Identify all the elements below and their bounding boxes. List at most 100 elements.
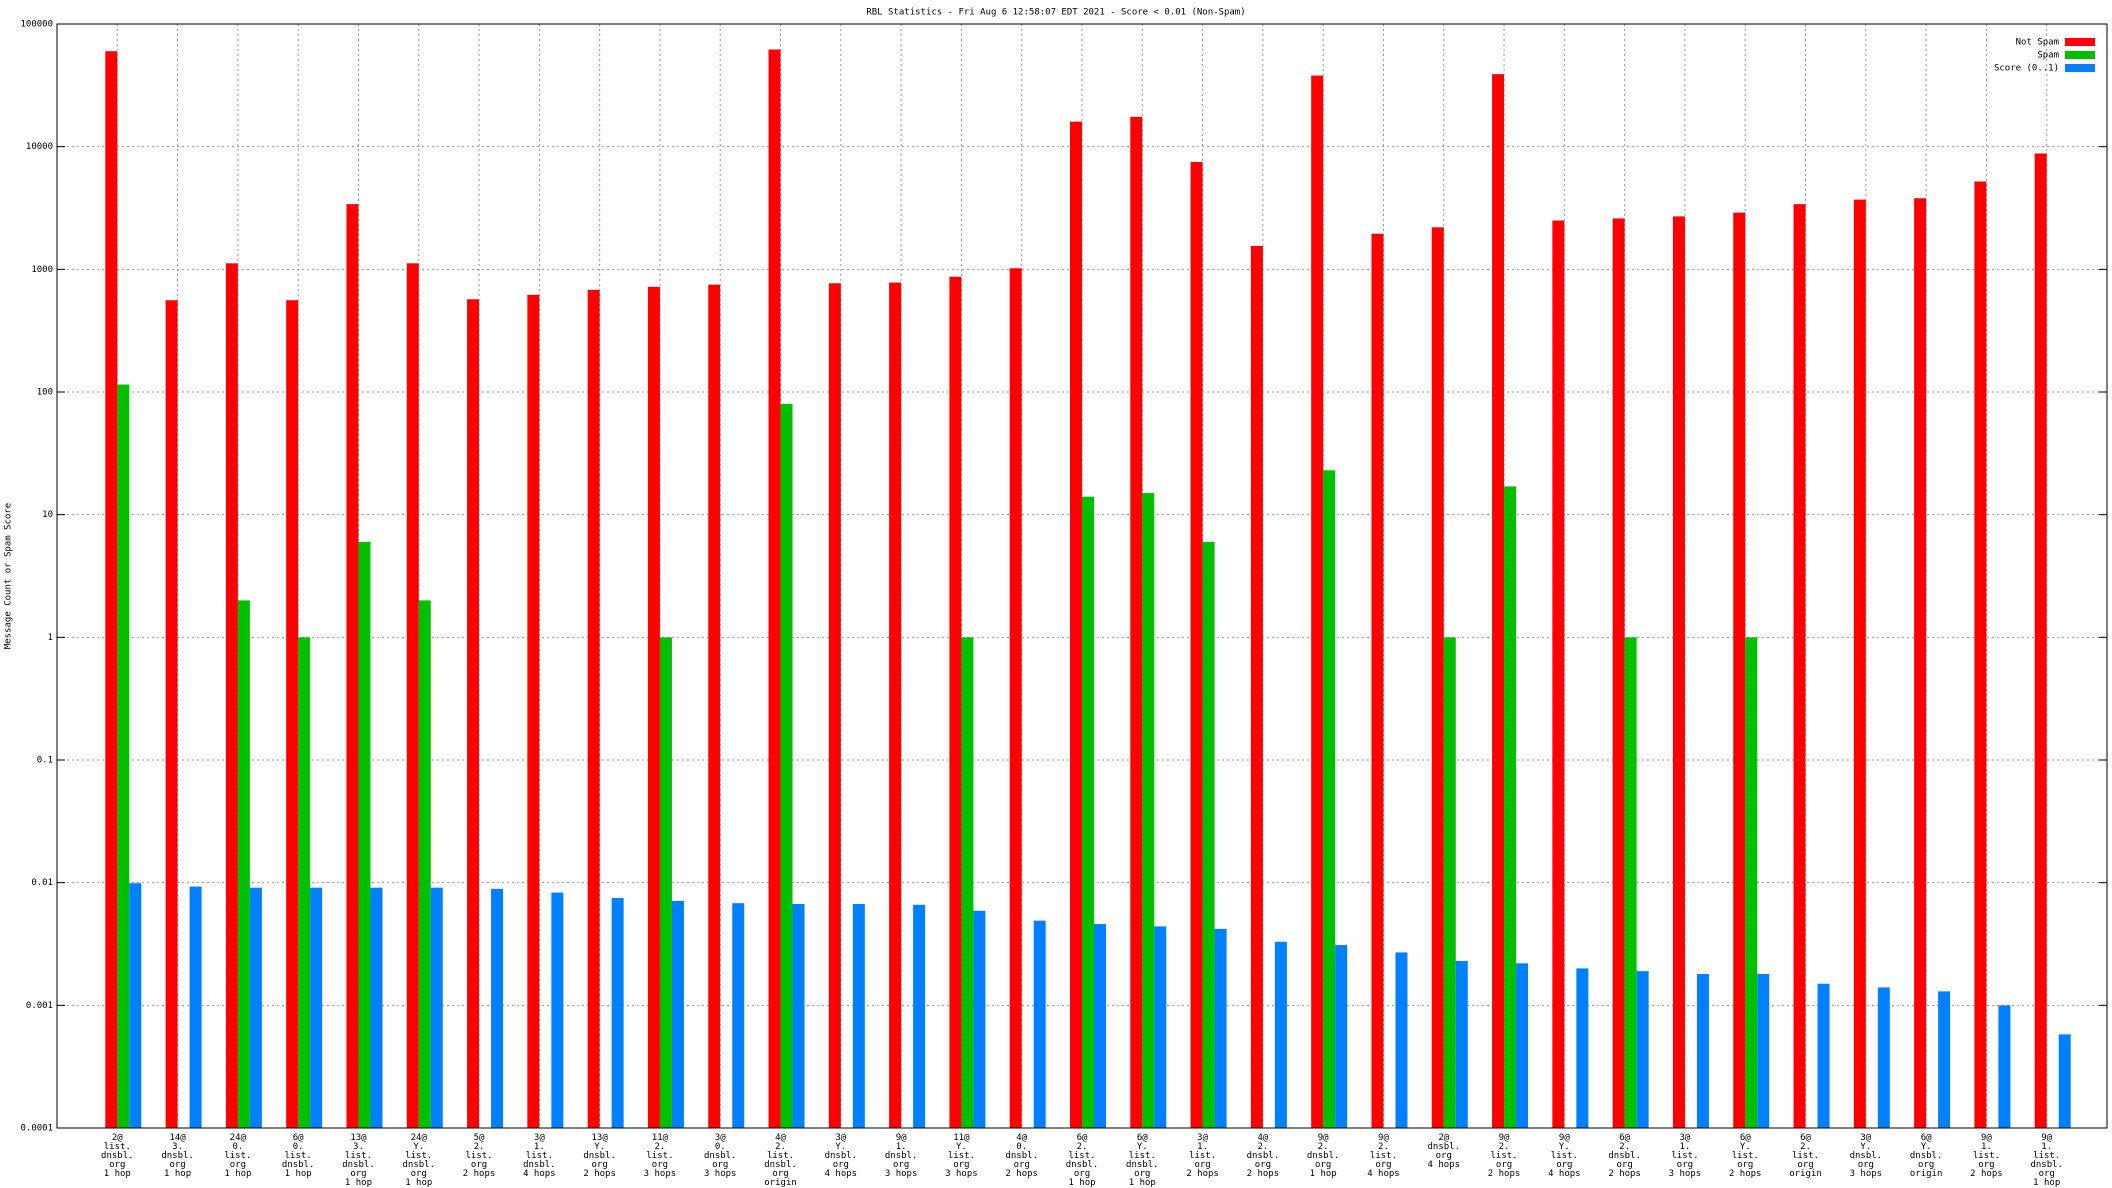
x-tick-label-line: 1 hop [1310, 1169, 1337, 1179]
x-tick-label-line: 2. [1077, 1142, 1088, 1152]
bar [286, 300, 299, 1128]
bar [298, 637, 311, 1128]
x-tick-label-line: 9@ [896, 1133, 907, 1143]
bar [1492, 74, 1505, 1129]
bar [792, 904, 805, 1128]
x-tick-label-line: list. [224, 1151, 251, 1161]
x-tick-label-line: dnsbl. [764, 1160, 797, 1170]
x-tick-label-line: list. [104, 1142, 131, 1152]
x-tick-label-line: 1 hop [164, 1169, 191, 1179]
bar [1443, 637, 1456, 1128]
bar [1504, 486, 1517, 1128]
bar [1154, 926, 1167, 1128]
x-tick-label-line: dnsbl. [523, 1160, 556, 1170]
bar [671, 900, 684, 1128]
x-tick-label-line: list. [2033, 1151, 2060, 1161]
x-tick-label-line: 2. [1378, 1142, 1389, 1152]
x-tick-label-line: Y. [1559, 1142, 1570, 1152]
x-tick-label-line: 3@ [1197, 1133, 1208, 1143]
bar [105, 51, 118, 1128]
x-tick-label: 3@ 0. dnsbl. org 3 hops [704, 1133, 737, 1179]
x-tick-label-line: Y. [1137, 1142, 1148, 1152]
x-tick-label-line: 4@ [775, 1133, 786, 1143]
x-tick-label-line: 4 hops [1428, 1160, 1461, 1170]
bar [1070, 121, 1082, 1129]
bar [852, 904, 865, 1128]
x-tick-label: 14@ 3. dnsbl. org 1 hop [161, 1133, 194, 1179]
bar [1938, 991, 1951, 1128]
x-tick-label: 9@ 1. list. dnsbl. org 1 hop [2030, 1133, 2063, 1188]
x-tick-label-line: 2 hops [1186, 1169, 1219, 1179]
x-tick-label-line: list. [405, 1151, 432, 1161]
y-tick-label: 10 [42, 510, 53, 520]
x-tick-label: 24@ 0. list. org 1 hop [224, 1133, 251, 1179]
x-tick-label: 4@ 2. list. dnsbl. org origin [764, 1133, 797, 1188]
x-tick-label-line: 1 hop [104, 1169, 131, 1179]
x-tick-label-line: org [712, 1160, 728, 1170]
x-tick-label-line: origin [764, 1178, 797, 1188]
x-tick-label: 9@ 2. list. org 4 hops [1367, 1133, 1400, 1179]
bar [1214, 928, 1227, 1128]
x-tick-label-line: list. [1491, 1151, 1518, 1161]
x-tick-label: 6@ 2. list. org origin [1789, 1133, 1822, 1179]
x-tick-label: 9@ 2. dnsbl. org 1 hop [1307, 1133, 1340, 1179]
x-tick-label: 6@ 0. list. dnsbl. 1 hop [282, 1133, 315, 1179]
x-tick-label-line: dnsbl. [1428, 1142, 1461, 1152]
x-tick-label-line: list. [345, 1151, 372, 1161]
bar [1311, 75, 1324, 1129]
x-tick-label-line: org [833, 1160, 849, 1170]
x-tick-label-line: 2 hops [463, 1169, 496, 1179]
bar [1552, 220, 1565, 1129]
x-tick-label-line: 11@ [652, 1133, 669, 1143]
bar [527, 294, 540, 1129]
legend-label: Not Spam [2016, 38, 2059, 48]
bar [1371, 233, 1384, 1129]
x-tick-label: 5@ 2. list. org 2 hops [463, 1133, 496, 1179]
x-tick-label-line: 2 hops [1729, 1169, 1762, 1179]
x-tick-label-line: list. [285, 1151, 312, 1161]
x-tick-label: 3@ 1. list. dnsbl. 4 hops [523, 1133, 556, 1179]
x-tick-label-line: org [1315, 1160, 1331, 1170]
x-tick-label-line: 3. [172, 1142, 183, 1152]
x-tick-label-line: 2 hops [1608, 1169, 1641, 1179]
bar [358, 541, 371, 1128]
y-tick-label: 0.0001 [20, 1124, 53, 1134]
x-tick-label-line: 6@ [1077, 1133, 1088, 1143]
bar [129, 883, 142, 1128]
x-tick-label: 11@ Y. list. org 3 hops [945, 1133, 978, 1179]
bar [973, 910, 986, 1128]
x-tick-label-line: list. [948, 1151, 975, 1161]
x-tick-label-line: org [230, 1160, 246, 1170]
x-tick-label-line: org [1858, 1160, 1874, 1170]
x-tick-label-line: 14@ [169, 1133, 186, 1143]
x-tick-label-line: Y. [835, 1142, 846, 1152]
x-tick-label-line: list. [1068, 1151, 1095, 1161]
x-tick-label-line: org [1014, 1160, 1030, 1170]
x-tick-label: 6@ Y. list. org 2 hops [1729, 1133, 1762, 1179]
bar [1612, 218, 1625, 1128]
x-tick-label-line: Y. [594, 1142, 605, 1152]
x-tick-label: 3@ 1. list. org 2 hops [1186, 1133, 1219, 1179]
x-tick-label-line: dnsbl. [1247, 1151, 1280, 1161]
bar [225, 263, 238, 1129]
bar [1142, 493, 1155, 1128]
x-tick-label-line: list. [1732, 1151, 1759, 1161]
x-tick-label-line: dnsbl. [282, 1160, 315, 1170]
y-tick-label: 10000 [26, 142, 53, 152]
x-tick-label-line: 1 hop [405, 1178, 432, 1188]
bar [1082, 496, 1094, 1128]
x-tick-label-line: 2. [1619, 1142, 1630, 1152]
bar [1395, 952, 1408, 1128]
x-tick-label-line: list. [1792, 1151, 1819, 1161]
x-tick-label-line: list. [526, 1151, 553, 1161]
bar [1636, 971, 1649, 1128]
x-tick-label-line: org [772, 1169, 788, 1179]
x-tick-label-line: org [652, 1160, 668, 1170]
x-tick-label-line: dnsbl. [1307, 1151, 1340, 1161]
bar [406, 263, 419, 1129]
x-tick-label-line: Y. [1860, 1142, 1871, 1152]
x-tick-label-line: 2 hops [1005, 1169, 1038, 1179]
bar [1624, 637, 1637, 1128]
